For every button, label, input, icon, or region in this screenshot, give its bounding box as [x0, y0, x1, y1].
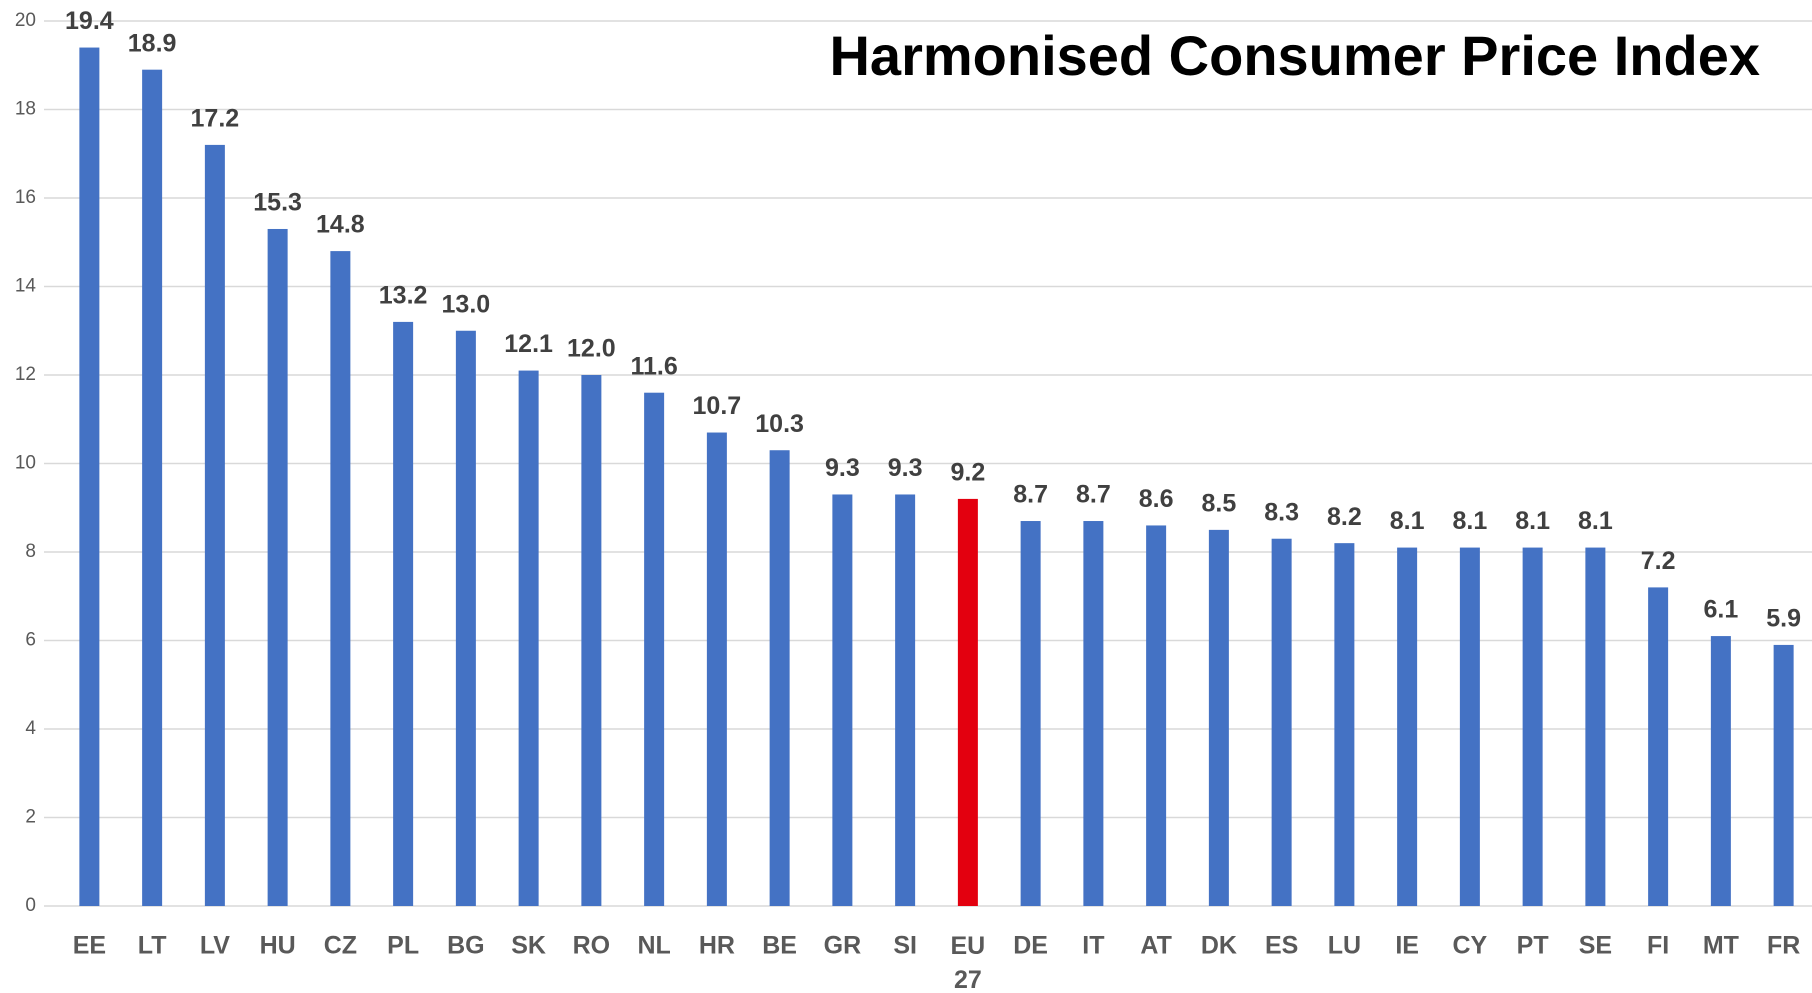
bar: [1334, 543, 1355, 906]
value-label: 5.9: [1766, 605, 1801, 633]
x-tick-label: PT: [1517, 932, 1549, 960]
value-label: 7.2: [1641, 547, 1676, 575]
bar: [455, 330, 476, 906]
bar: [1146, 525, 1167, 906]
bar: [79, 47, 100, 907]
x-tick-label: NL: [637, 932, 670, 960]
value-label: 8.7: [1013, 481, 1048, 509]
bar: [204, 144, 225, 906]
x-tick-label: EU 27: [951, 932, 986, 993]
x-tick-label: RO: [573, 932, 611, 960]
x-tick-label: MT: [1703, 932, 1739, 960]
x-tick-label: ES: [1265, 932, 1298, 960]
x-tick-label: PL: [387, 932, 419, 960]
x-tick-label: IT: [1082, 932, 1104, 960]
bar: [1397, 547, 1418, 906]
bar: [142, 69, 163, 907]
x-tick-label: LV: [200, 932, 230, 960]
bar: [769, 450, 790, 906]
value-label: 8.1: [1390, 507, 1425, 535]
bar: [832, 494, 853, 906]
y-tick-label: 18: [15, 99, 36, 120]
x-tick-label: DE: [1013, 932, 1048, 960]
x-tick-label: FI: [1647, 932, 1669, 960]
value-label: 6.1: [1703, 596, 1738, 624]
x-tick-label: SI: [893, 932, 917, 960]
y-tick-label: 2: [25, 807, 36, 828]
bar: [518, 370, 539, 906]
value-label: 8.1: [1452, 507, 1487, 535]
bar: [957, 498, 978, 906]
bar: [393, 321, 414, 906]
value-label: 13.0: [442, 290, 491, 318]
x-tick-label: BG: [447, 932, 485, 960]
bar: [706, 432, 727, 906]
value-label: 8.6: [1139, 485, 1174, 513]
x-tick-label: CZ: [324, 932, 357, 960]
value-label: 8.1: [1515, 507, 1550, 535]
value-label: 15.3: [253, 189, 302, 217]
x-tick-label: EE: [73, 932, 106, 960]
bar: [1083, 521, 1104, 906]
y-tick-label: 4: [25, 718, 36, 739]
bar: [581, 375, 602, 906]
bar: [1773, 644, 1794, 906]
value-label: 8.7: [1076, 481, 1111, 509]
bar: [1020, 521, 1041, 906]
y-tick-label: 14: [15, 276, 37, 297]
y-tick-label: 8: [25, 541, 36, 562]
x-tick-label: GR: [824, 932, 862, 960]
bar: [644, 392, 665, 906]
y-tick-label: 12: [15, 364, 36, 385]
value-label: 11.6: [630, 352, 677, 380]
value-label: 14.8: [316, 211, 365, 239]
value-label: 19.4: [65, 7, 114, 35]
y-tick-label: 16: [15, 187, 36, 208]
bar: [1710, 636, 1731, 906]
value-label: 8.2: [1327, 503, 1362, 531]
value-label: 10.3: [755, 410, 804, 438]
x-tick-label: SE: [1579, 932, 1612, 960]
chart-title: Harmonised Consumer Price Index: [829, 24, 1760, 87]
bar: [1585, 547, 1606, 906]
value-label: 17.2: [191, 105, 240, 133]
x-tick-label: BE: [762, 932, 797, 960]
value-label: 9.3: [825, 454, 860, 482]
value-label: 12.0: [567, 335, 616, 363]
value-label: 10.7: [693, 392, 742, 420]
x-tick-label: AT: [1140, 932, 1171, 960]
bar: [1208, 529, 1229, 906]
x-tick-label: CY: [1453, 932, 1488, 960]
bar: [1648, 587, 1669, 906]
bar: [895, 494, 916, 906]
value-label: 9.3: [888, 454, 923, 482]
bar: [1522, 547, 1543, 906]
x-tick-label: SK: [511, 932, 546, 960]
bar: [1271, 538, 1292, 906]
value-label: 12.1: [504, 330, 553, 358]
value-label: 18.9: [128, 29, 177, 57]
y-tick-label: 20: [15, 10, 36, 31]
y-tick-label: 6: [25, 630, 36, 651]
x-tick-label: LT: [138, 932, 167, 960]
x-tick-label: FR: [1767, 932, 1800, 960]
x-tick-label: DK: [1201, 932, 1237, 960]
bar: [267, 228, 288, 907]
value-label: 8.3: [1264, 498, 1299, 526]
value-label: 9.2: [950, 459, 985, 487]
x-tick-label: LU: [1328, 932, 1361, 960]
y-tick-label: 10: [15, 453, 36, 474]
value-label: 13.2: [379, 282, 428, 310]
bar: [1459, 547, 1480, 906]
x-tick-label: HR: [699, 932, 735, 960]
bar: [330, 251, 351, 907]
y-tick-label: 0: [25, 895, 36, 916]
x-tick-label: HU: [260, 932, 296, 960]
value-label: 8.5: [1201, 489, 1236, 517]
value-label: 8.1: [1578, 507, 1613, 535]
x-tick-label: IE: [1395, 932, 1419, 960]
